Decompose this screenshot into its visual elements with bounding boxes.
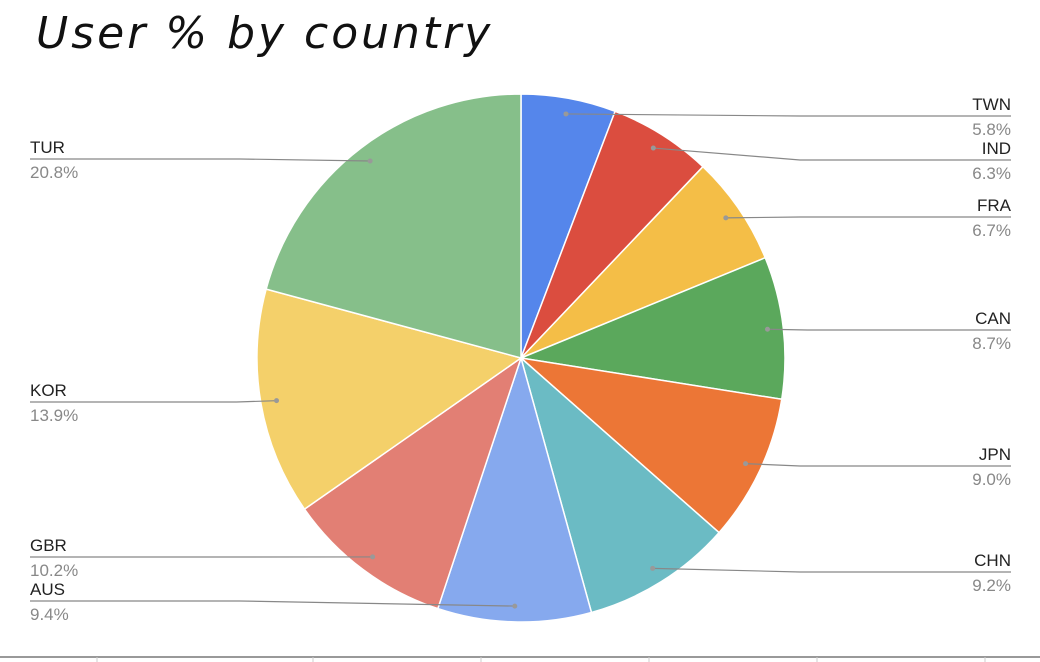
leader-dot-twn xyxy=(563,111,569,117)
leader-line-chn xyxy=(652,567,1011,573)
leader-dot-kor xyxy=(274,398,280,404)
label-name-chn: CHN xyxy=(974,551,1011,570)
label-name-aus: AUS xyxy=(30,580,65,599)
label-value-fra: 6.7% xyxy=(972,221,1011,240)
label-value-chn: 9.2% xyxy=(972,576,1011,595)
leader-line-fra xyxy=(725,216,1011,219)
label-name-fra: FRA xyxy=(977,196,1012,215)
label-name-tur: TUR xyxy=(30,138,65,157)
label-value-can: 8.7% xyxy=(972,334,1011,353)
label-name-twn: TWN xyxy=(972,95,1011,114)
label-value-kor: 13.9% xyxy=(30,406,78,425)
leader-line-twn xyxy=(565,113,1011,117)
pie-slice-aus xyxy=(436,355,593,623)
label-name-kor: KOR xyxy=(30,381,67,400)
label-name-jpn: JPN xyxy=(979,445,1011,464)
label-value-gbr: 10.2% xyxy=(30,561,78,580)
label-name-gbr: GBR xyxy=(30,536,67,555)
leader-dot-ind xyxy=(650,145,656,151)
leader-dot-gbr xyxy=(370,554,376,560)
leader-line-ind xyxy=(653,147,1011,161)
label-value-aus: 9.4% xyxy=(30,605,69,624)
label-value-twn: 5.8% xyxy=(972,120,1011,139)
leader-dot-tur xyxy=(367,158,373,164)
leader-line-aus xyxy=(30,600,515,607)
chart-title: User % by country xyxy=(36,8,494,59)
pie-slice-jpn xyxy=(518,356,783,534)
leader-line-can xyxy=(767,328,1011,331)
label-value-tur: 20.8% xyxy=(30,163,78,182)
leader-line-jpn xyxy=(745,463,1011,467)
leader-dot-chn xyxy=(650,565,656,571)
leader-dot-fra xyxy=(723,215,729,221)
leader-dot-jpn xyxy=(743,461,749,467)
pie-slice-kor xyxy=(256,288,523,511)
label-value-jpn: 9.0% xyxy=(972,470,1011,489)
pie-slice-fra xyxy=(520,165,767,359)
leader-line-tur xyxy=(30,158,371,162)
pie-slice-tur xyxy=(265,93,522,359)
pie-slice-chn xyxy=(519,355,721,614)
leader-dot-can xyxy=(764,326,770,332)
label-name-ind: IND xyxy=(982,139,1011,158)
leader-line-kor xyxy=(30,400,277,403)
pie-slice-can xyxy=(518,256,786,401)
leader-dot-aus xyxy=(512,603,518,609)
label-value-ind: 6.3% xyxy=(972,164,1011,183)
label-name-can: CAN xyxy=(975,309,1011,328)
